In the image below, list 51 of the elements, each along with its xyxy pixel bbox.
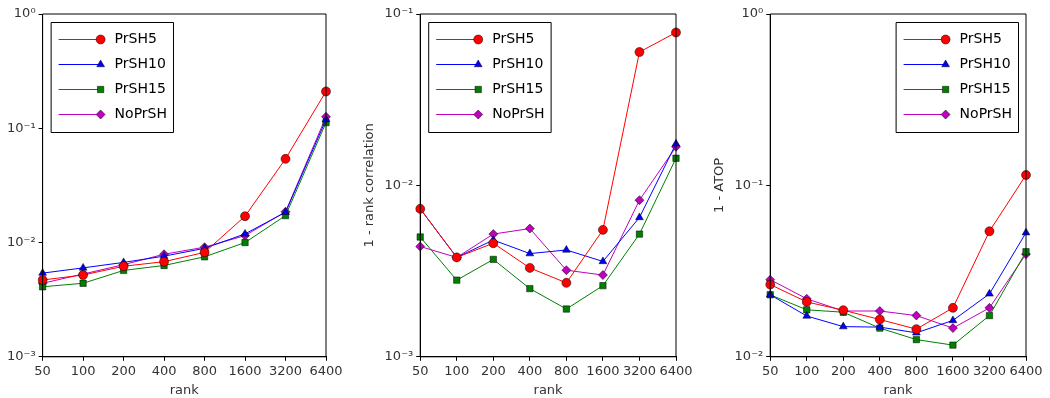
- y-axis-title: 1 - ATOP: [711, 157, 727, 213]
- x-tick-label: 1600: [586, 362, 620, 378]
- x-tick-label: 800: [192, 362, 217, 378]
- x-tick-label: 3200: [268, 362, 303, 378]
- legend-label: PrSH5: [492, 30, 535, 47]
- legend-label: PrSH10: [959, 55, 1011, 72]
- legend-label: NoPrSH: [959, 105, 1012, 122]
- x-tick-label: 1600: [228, 362, 262, 378]
- legend-label: PrSH15: [959, 80, 1011, 97]
- x-tick-label: 400: [151, 362, 177, 378]
- y-tick-label: 10⁻¹: [384, 5, 414, 21]
- x-tick-label: 3200: [972, 362, 1007, 378]
- x-tick-label: 800: [553, 362, 579, 378]
- x-tick-label: 200: [111, 362, 136, 378]
- legend-label: PrSH15: [492, 80, 544, 97]
- y-tick-label: 10⁻¹: [6, 119, 36, 135]
- x-tick-label: 200: [830, 362, 856, 378]
- x-tick-label: 100: [70, 362, 96, 378]
- legend-label: PrSH5: [114, 30, 157, 47]
- y-tick-label: 10⁻³: [384, 348, 414, 364]
- x-tick-label: 50: [34, 362, 51, 378]
- x-tick-label: 100: [794, 362, 820, 378]
- legend-label: PrSH10: [492, 55, 544, 72]
- y-tick-label: 10⁻²: [384, 176, 414, 192]
- x-tick-label: 50: [411, 362, 429, 378]
- y-tick-label: 10⁻²: [734, 348, 764, 364]
- x-tick-label: 400: [517, 362, 543, 378]
- x-tick-label: 400: [867, 362, 893, 378]
- y-tick-label: 10⁻³: [6, 348, 36, 364]
- legend-label: PrSH5: [959, 30, 1002, 47]
- y-tick-label: 10⁰: [13, 5, 36, 21]
- y-tick-label: 10⁰: [741, 5, 764, 21]
- x-axis-title: rank: [533, 381, 564, 397]
- y-axis-title: 1 - rank correlation: [361, 123, 377, 248]
- x-tick-label: 50: [761, 362, 779, 378]
- legend-label: NoPrSH: [114, 105, 168, 122]
- x-tick-label: 6400: [1009, 362, 1043, 378]
- x-tick-label: 6400: [309, 362, 343, 378]
- x-tick-label: 3200: [622, 362, 657, 378]
- x-tick-label: 6400: [659, 362, 693, 378]
- legend-label: PrSH15: [114, 80, 166, 97]
- x-tick-label: 200: [480, 362, 506, 378]
- y-tick-label: 10⁻¹: [734, 176, 764, 192]
- x-tick-label: 800: [903, 362, 929, 378]
- y-tick-label: 10⁻²: [6, 233, 36, 249]
- legend-label: PrSH10: [114, 55, 166, 72]
- x-tick-label: 1600: [936, 362, 970, 378]
- legend-label: NoPrSH: [492, 105, 545, 122]
- x-tick-label: 100: [444, 362, 470, 378]
- x-axis-title: rank: [169, 381, 200, 397]
- x-axis-title: rank: [883, 381, 914, 397]
